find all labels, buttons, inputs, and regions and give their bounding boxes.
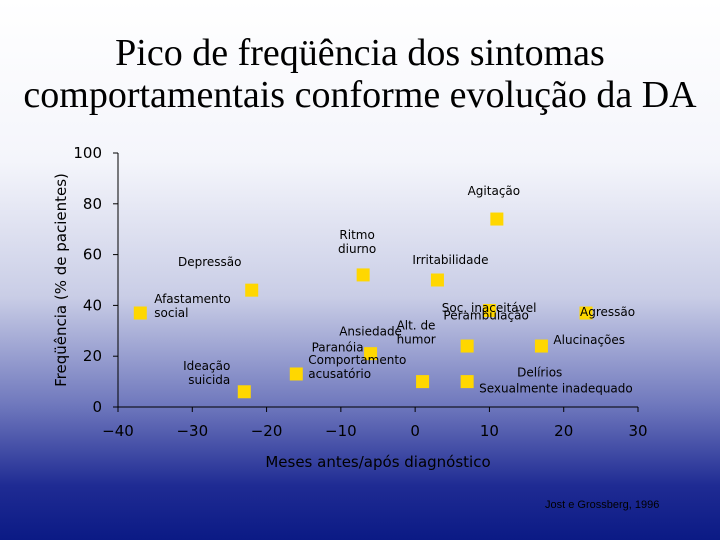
data-point-marker bbox=[534, 339, 548, 353]
y-tick-label: 40 bbox=[83, 296, 102, 314]
point-label-line: humor bbox=[397, 333, 436, 347]
y-tick-label: 0 bbox=[92, 398, 102, 416]
data-point-marker bbox=[416, 375, 430, 389]
chart-title: Pico de freqüência dos sintomas comporta… bbox=[23, 32, 697, 116]
point-label: Sexualmente inadequado bbox=[479, 382, 633, 396]
y-tick-label: 100 bbox=[73, 144, 102, 162]
point-label-line: Agitação bbox=[468, 184, 521, 198]
x-axis-title: Meses antes/após diagnóstico bbox=[265, 453, 490, 471]
point-label-line: Ansiedade bbox=[339, 325, 402, 339]
x-tick-label: 0 bbox=[410, 422, 420, 440]
point-label: Perambulação bbox=[443, 308, 528, 322]
y-tick-label: 60 bbox=[83, 246, 102, 264]
x-tick-label: 10 bbox=[480, 422, 499, 440]
point-label-line: Sexualmente inadequado bbox=[479, 382, 633, 396]
point-label-line: social bbox=[154, 306, 188, 320]
point-label-line: Soc. inaceitável bbox=[442, 301, 537, 315]
data-point-marker bbox=[490, 212, 504, 226]
x-tick-label: −40 bbox=[102, 422, 134, 440]
point-label: Comportamento acusatório bbox=[308, 353, 406, 381]
point-label-line: Irritabilidade bbox=[412, 253, 488, 267]
data-point-marker bbox=[460, 375, 474, 389]
point-label: Ideação suicida bbox=[183, 359, 230, 387]
point-label: Alt. de humor bbox=[397, 319, 436, 347]
point-label-line: Perambulação bbox=[443, 308, 528, 322]
point-label-line: suicida bbox=[188, 373, 230, 387]
x-tick-label: 30 bbox=[628, 422, 647, 440]
point-label-line: Paranóia bbox=[312, 341, 364, 355]
data-point-marker bbox=[364, 347, 378, 361]
data-points bbox=[133, 212, 593, 399]
point-label: Delírios bbox=[517, 366, 562, 380]
point-label-line: diurno bbox=[338, 242, 376, 256]
point-label-line: Ritmo bbox=[339, 228, 374, 242]
y-tick-label: 80 bbox=[83, 195, 102, 213]
point-label: Agitação bbox=[468, 184, 521, 198]
point-label-line: acusatório bbox=[308, 367, 371, 381]
x-tick-label: −30 bbox=[176, 422, 208, 440]
x-tick-label: 20 bbox=[554, 422, 573, 440]
data-point-marker bbox=[133, 306, 147, 320]
point-label: Depressão bbox=[178, 255, 242, 269]
data-point-marker bbox=[356, 268, 370, 282]
axes: 0 20 40 60 80 100 −40 −30 −20 −10 0 10 20 30 Meses ant… bbox=[52, 144, 648, 471]
x-tick-label: −20 bbox=[251, 422, 283, 440]
data-point-marker bbox=[460, 339, 474, 353]
point-label: Afastamento social bbox=[154, 292, 230, 320]
source-citation: Jost e Grossberg, 1996 bbox=[545, 499, 660, 511]
point-label: Paranóia bbox=[312, 341, 364, 355]
data-point-marker bbox=[237, 385, 251, 399]
point-label: Irritabilidade bbox=[412, 253, 488, 267]
point-labels: Afastamento social Depressão Ideação suicida… bbox=[154, 184, 635, 396]
point-label-line: Ideação bbox=[183, 359, 230, 373]
point-label-line: Comportamento bbox=[308, 353, 406, 367]
point-label: Ansiedade bbox=[339, 325, 402, 339]
point-label-line: Delírios bbox=[517, 366, 562, 380]
data-point-marker bbox=[482, 303, 496, 317]
data-point-marker bbox=[579, 306, 593, 320]
y-axis-title: Freqüência (% de pacientes) bbox=[52, 173, 70, 387]
point-label: Agressão bbox=[580, 305, 635, 319]
point-label-line: Depressão bbox=[178, 255, 242, 269]
data-point-marker bbox=[289, 367, 303, 381]
data-point-marker bbox=[245, 283, 259, 297]
y-tick-label: 20 bbox=[83, 347, 102, 365]
point-label-line: Agressão bbox=[580, 305, 635, 319]
x-tick-label: −10 bbox=[325, 422, 357, 440]
data-point-marker bbox=[430, 273, 444, 287]
point-label: Ritmo diurno bbox=[338, 228, 376, 256]
point-label: Alucinações bbox=[553, 333, 625, 347]
point-label-line: Afastamento bbox=[154, 292, 230, 306]
point-label-line: Alt. de bbox=[397, 319, 436, 333]
point-label: Soc. inaceitável bbox=[442, 301, 537, 315]
point-label-line: Alucinações bbox=[553, 333, 625, 347]
